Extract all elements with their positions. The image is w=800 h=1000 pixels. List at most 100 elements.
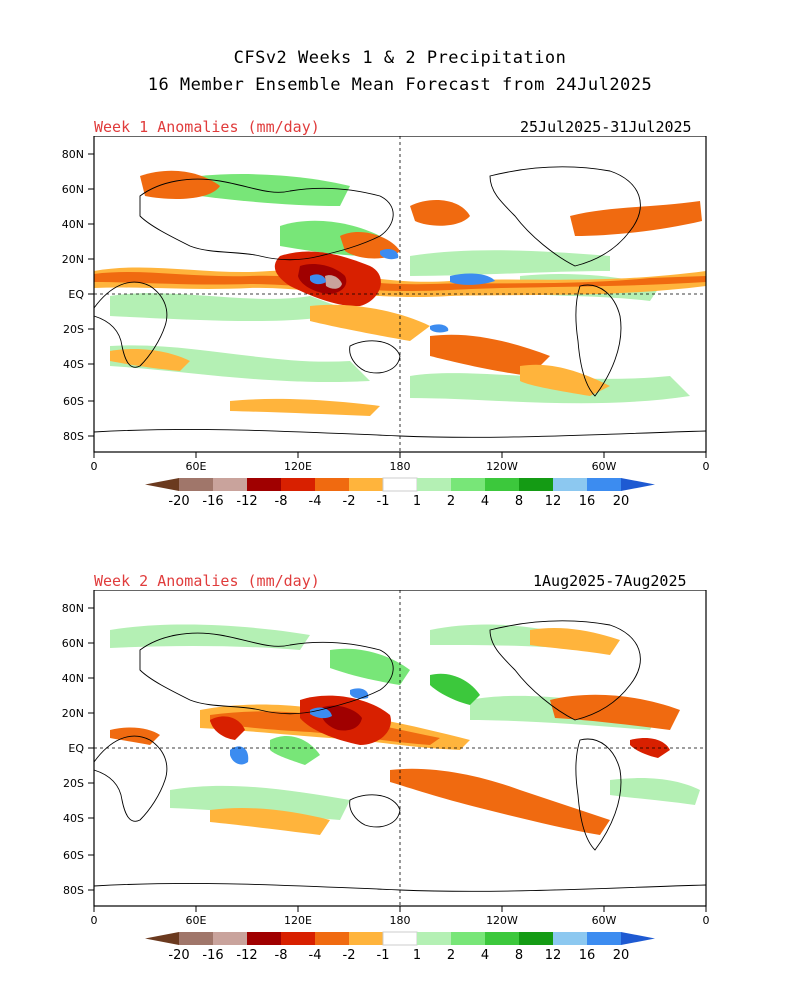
- lat-label: 40N: [62, 218, 84, 231]
- week1-legend: -20 -16 -12 -8 -4 -2 -1 1 2 4 8 12 16 20: [145, 476, 657, 516]
- lat-label: 40S: [63, 358, 84, 371]
- week1-title: Week 1 Anomalies (mm/day): [94, 118, 320, 136]
- legend-label: 20: [613, 948, 630, 963]
- week1-lat-axis: 80N 60N 40N 20N EQ 20S 40S 60S 80S: [62, 148, 94, 443]
- lon-label: 120E: [284, 914, 312, 927]
- legend-color-box: [451, 478, 485, 491]
- week1-date-range: 25Jul2025-31Jul2025: [520, 118, 692, 136]
- legend-arrow-low: [145, 932, 179, 945]
- legend-color-box: [382, 931, 418, 946]
- legend-label: 1: [413, 494, 421, 509]
- legend-label: -16: [202, 494, 223, 509]
- lon-label: 120W: [486, 914, 518, 927]
- legend-color-box: [485, 478, 519, 491]
- lat-label: 60N: [62, 183, 84, 196]
- legend-color-box: [519, 478, 553, 491]
- lon-label: 60W: [592, 914, 617, 927]
- legend-color-box: [247, 932, 281, 945]
- legend-color-box: [485, 932, 519, 945]
- legend-label: 8: [515, 494, 523, 509]
- legend-label: 16: [579, 494, 596, 509]
- legend-label: 2: [447, 948, 455, 963]
- lat-label: 20S: [63, 777, 84, 790]
- week2-lat-axis: 80N 60N 40N 20N EQ 20S 40S 60S 80S: [62, 602, 94, 897]
- lon-label: 60E: [186, 914, 207, 927]
- lon-label: 180: [390, 460, 411, 473]
- legend-label: -12: [236, 494, 257, 509]
- week2-title: Week 2 Anomalies (mm/day): [94, 572, 320, 590]
- legend-label: 2: [447, 494, 455, 509]
- chart-title-line1: CFSv2 Weeks 1 & 2 Precipitation: [233, 48, 567, 68]
- legend-color-box: [247, 478, 281, 491]
- legend-label: -20: [168, 494, 189, 509]
- lat-label: 20S: [63, 323, 84, 336]
- legend-label: 4: [481, 494, 489, 509]
- legend-label: -8: [275, 948, 288, 963]
- legend-arrow-high: [621, 932, 655, 945]
- legend-label: -1: [377, 948, 390, 963]
- lon-label: 0: [703, 460, 710, 473]
- week1-map-panel: 80N 60N 40N 20N EQ 20S 40S 60S 80S 0 60E…: [50, 136, 730, 476]
- week1-map: [93, 136, 707, 453]
- legend-color-box: [213, 932, 247, 945]
- lat-label: 80N: [62, 148, 84, 161]
- week2-map: [93, 590, 707, 907]
- legend-arrow-high: [621, 478, 655, 491]
- legend-color-box: [315, 478, 349, 491]
- legend-label: -12: [236, 948, 257, 963]
- lat-label: 80S: [63, 884, 84, 897]
- lon-label: 60W: [592, 460, 617, 473]
- legend-label: 16: [579, 948, 596, 963]
- lon-label: 120E: [284, 460, 312, 473]
- legend-color-box: [179, 932, 213, 945]
- lat-label: 40S: [63, 812, 84, 825]
- legend-label: -4: [309, 494, 322, 509]
- legend-color-box: [349, 478, 383, 491]
- legend-label: -20: [168, 948, 189, 963]
- legend-label: -2: [343, 948, 356, 963]
- week2-date-range: 1Aug2025-7Aug2025: [533, 572, 687, 590]
- lat-label: 80N: [62, 602, 84, 615]
- lon-label: 0: [703, 914, 710, 927]
- legend-color-box: [281, 932, 315, 945]
- legend-label: 20: [613, 494, 630, 509]
- legend-color-box: [417, 932, 451, 945]
- chart-title-line2: 16 Member Ensemble Mean Forecast from 24…: [147, 75, 653, 95]
- legend-color-box: [553, 478, 587, 491]
- lon-label: 0: [91, 914, 98, 927]
- legend-label: -1: [377, 494, 390, 509]
- lon-label: 180: [390, 914, 411, 927]
- lat-label: 80S: [63, 430, 84, 443]
- legend-label: -4: [309, 948, 322, 963]
- lon-label: 120W: [486, 460, 518, 473]
- legend-color-box: [587, 932, 621, 945]
- week2-map-panel: 80N 60N 40N 20N EQ 20S 40S 60S 80S 0 60E…: [50, 590, 730, 930]
- lat-label: EQ: [68, 742, 84, 755]
- legend-label: 12: [545, 494, 562, 509]
- legend-color-box: [553, 932, 587, 945]
- lon-label: 0: [91, 460, 98, 473]
- legend-label: -8: [275, 494, 288, 509]
- week2-legend: -20 -16 -12 -8 -4 -2 -1 1 2 4 8 12 16 20: [145, 930, 657, 970]
- legend-label: -2: [343, 494, 356, 509]
- legend-label: 4: [481, 948, 489, 963]
- lat-label: 60S: [63, 395, 84, 408]
- legend-color-box: [417, 478, 451, 491]
- legend-color-box: [213, 478, 247, 491]
- lat-label: 60S: [63, 849, 84, 862]
- week1-lon-axis: 0 60E 120E 180 120W 60W 0: [91, 452, 710, 473]
- legend-color-box: [315, 932, 349, 945]
- lat-label: 20N: [62, 253, 84, 266]
- legend-label: -16: [202, 948, 223, 963]
- legend-color-box: [519, 932, 553, 945]
- lat-label: 40N: [62, 672, 84, 685]
- week2-lon-axis: 0 60E 120E 180 120W 60W 0: [91, 906, 710, 927]
- legend-color-box: [179, 478, 213, 491]
- legend-color-box: [451, 932, 485, 945]
- legend-label: 12: [545, 948, 562, 963]
- legend-color-box: [587, 478, 621, 491]
- legend-color-box: [382, 477, 418, 492]
- legend-label: 1: [413, 948, 421, 963]
- legend-label: 8: [515, 948, 523, 963]
- lat-label: 20N: [62, 707, 84, 720]
